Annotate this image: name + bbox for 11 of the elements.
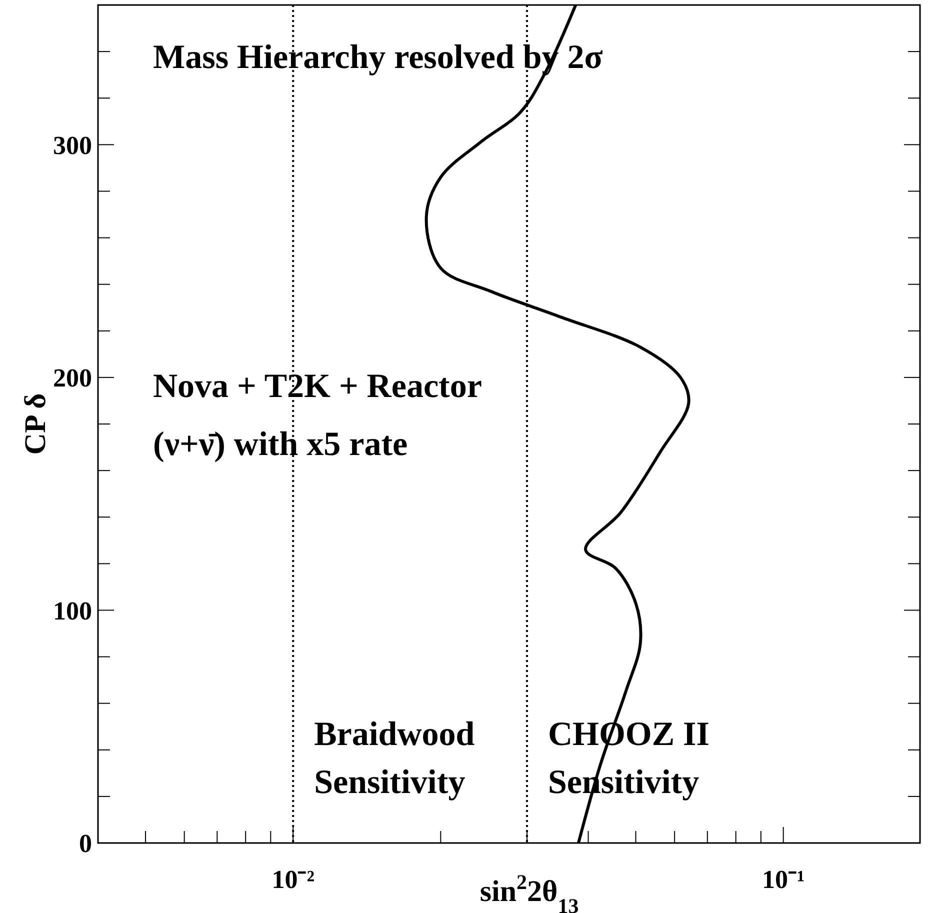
y-axis-title: CP δ [19,393,52,455]
x-tick-label: 10⁻¹ [762,865,805,894]
y-tick-label: 0 [79,829,92,858]
y-tick-label: 100 [53,596,92,626]
y-tick-label: 300 [53,130,92,160]
y-tick-label: 200 [53,364,92,393]
annotation: (ν+ν̄) with x5 rate [153,426,408,463]
ref-line-label: Braidwood Sensitivity [314,716,475,801]
x-axis-title: sin$^{2}$2θ$_{13}$ [480,870,579,913]
annotation: Nova + T2K + Reactor [153,368,482,405]
x-tick-label: 10⁻² [272,865,315,894]
